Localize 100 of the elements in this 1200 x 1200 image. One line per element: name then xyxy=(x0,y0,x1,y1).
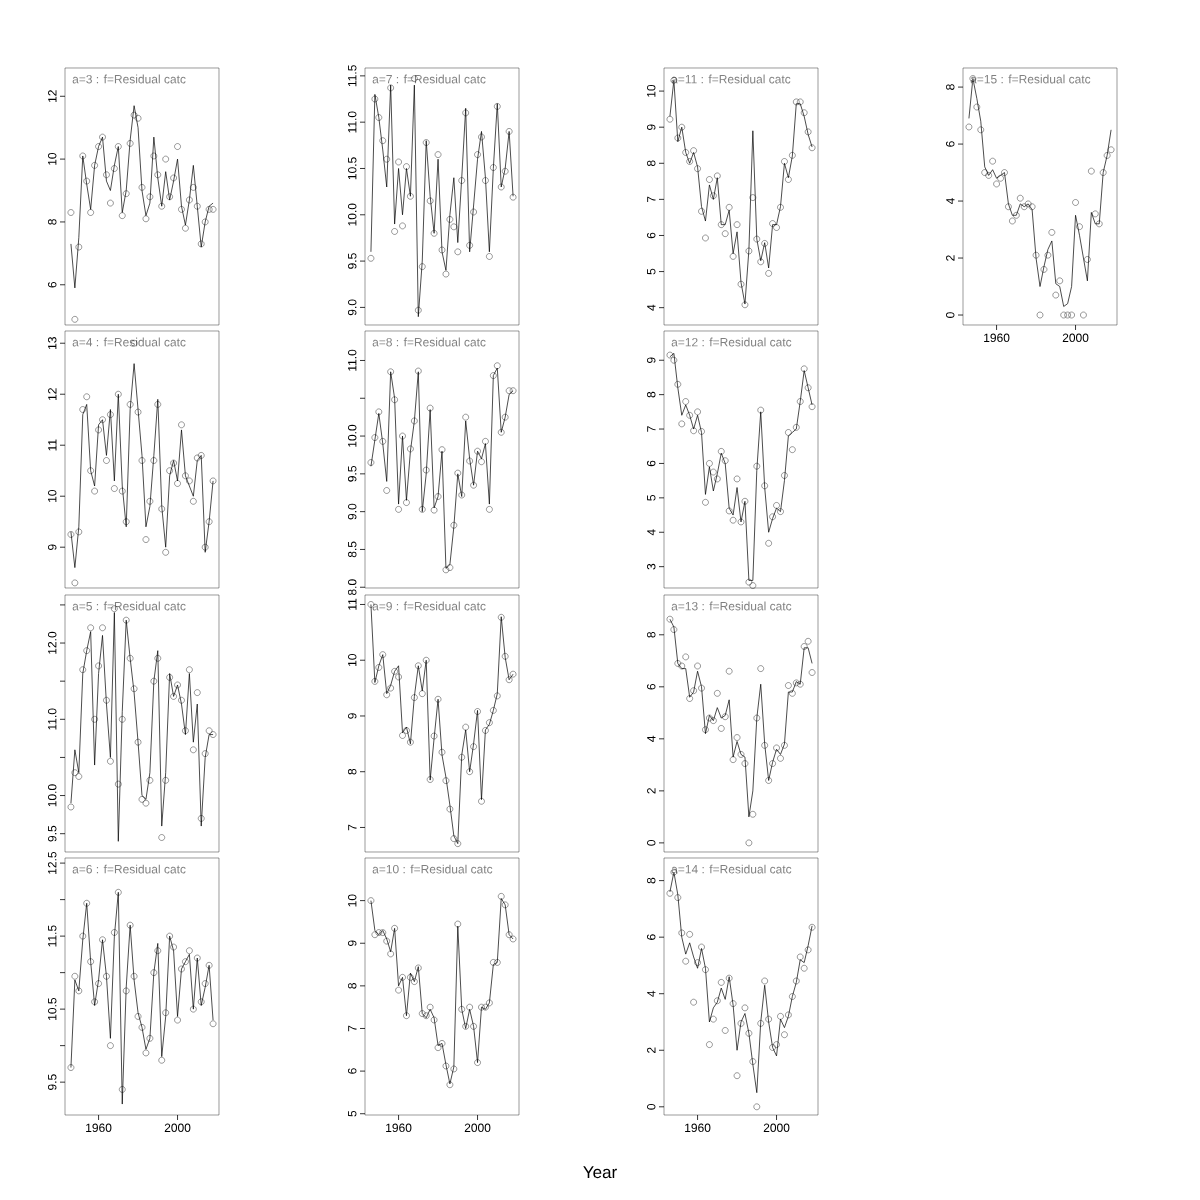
point xyxy=(773,744,780,752)
point xyxy=(458,491,465,499)
point xyxy=(745,578,753,586)
point xyxy=(666,116,674,123)
point xyxy=(674,894,682,901)
y-tick-label: 6 xyxy=(646,684,656,690)
point xyxy=(119,212,126,219)
point xyxy=(800,109,808,116)
x-tick-label: 1960 xyxy=(86,1123,112,1133)
point xyxy=(415,662,422,669)
point xyxy=(981,169,988,176)
point xyxy=(741,1004,749,1012)
point xyxy=(1048,229,1056,236)
point xyxy=(209,731,217,738)
point xyxy=(478,1003,485,1011)
point xyxy=(501,901,509,909)
point xyxy=(107,411,114,418)
point xyxy=(1056,277,1063,285)
point xyxy=(383,937,390,945)
y-tick-label: 8.5 xyxy=(347,541,357,558)
point xyxy=(698,208,705,215)
point xyxy=(383,487,390,494)
y-tick-label: 9 xyxy=(646,124,656,130)
point xyxy=(474,447,481,455)
point xyxy=(154,171,161,179)
point xyxy=(698,684,705,692)
chart-title: a=3 : f=Residual catc xyxy=(72,74,186,84)
y-tick-label: 6 xyxy=(646,232,656,239)
y-tick-label: 11.0 xyxy=(47,708,57,730)
point xyxy=(201,980,209,987)
point xyxy=(138,184,146,191)
point xyxy=(411,694,418,701)
point xyxy=(800,643,808,650)
y-tick-label: 0 xyxy=(646,1103,656,1110)
point xyxy=(79,932,86,940)
point xyxy=(454,920,461,928)
point xyxy=(482,727,489,734)
chart-title: a=6 : f=Residual catc xyxy=(72,864,186,874)
point xyxy=(745,247,753,255)
point xyxy=(423,657,430,664)
point xyxy=(438,446,446,453)
point xyxy=(91,162,98,169)
point xyxy=(205,727,213,734)
point xyxy=(446,216,454,223)
point xyxy=(781,158,788,165)
point xyxy=(769,1044,776,1051)
point xyxy=(494,959,501,966)
point xyxy=(678,929,685,937)
point xyxy=(423,466,430,474)
point xyxy=(71,769,79,776)
y-tick-label: 6 xyxy=(646,934,656,940)
point xyxy=(753,1103,760,1110)
point xyxy=(501,653,509,660)
point xyxy=(733,221,741,228)
point xyxy=(395,986,402,994)
point xyxy=(126,921,134,929)
point xyxy=(411,978,418,985)
point xyxy=(1096,220,1103,228)
point xyxy=(462,1023,469,1030)
point xyxy=(1088,167,1095,175)
point xyxy=(498,429,505,436)
point xyxy=(765,1015,772,1023)
point xyxy=(115,391,122,398)
point xyxy=(769,513,776,520)
point xyxy=(146,777,154,784)
point xyxy=(426,1003,434,1011)
point xyxy=(804,946,812,954)
point xyxy=(678,420,685,428)
point xyxy=(1044,251,1052,259)
point xyxy=(761,482,768,490)
point xyxy=(186,666,193,673)
point xyxy=(186,477,193,485)
point xyxy=(87,624,94,631)
point xyxy=(399,974,406,981)
point xyxy=(470,481,477,489)
y-tick-label: 8 xyxy=(646,391,656,398)
y-tick-label: 6 xyxy=(347,1068,357,1074)
y-tick-label: 2 xyxy=(647,1047,656,1053)
point xyxy=(789,152,796,159)
point xyxy=(486,999,493,1007)
point xyxy=(83,900,90,907)
point xyxy=(753,463,760,470)
point xyxy=(194,689,201,696)
point xyxy=(977,126,984,134)
point xyxy=(808,144,816,151)
point xyxy=(682,653,689,661)
point xyxy=(722,457,729,464)
point xyxy=(470,1023,477,1030)
point xyxy=(757,258,764,266)
point xyxy=(458,754,465,761)
point xyxy=(1013,212,1020,219)
point xyxy=(87,467,94,474)
point xyxy=(710,1015,717,1023)
point xyxy=(498,893,505,900)
point xyxy=(722,230,729,237)
point xyxy=(1024,200,1032,208)
point xyxy=(138,1024,146,1031)
point xyxy=(482,177,489,184)
point xyxy=(150,152,158,160)
y-tick-label: 10 xyxy=(47,490,57,502)
